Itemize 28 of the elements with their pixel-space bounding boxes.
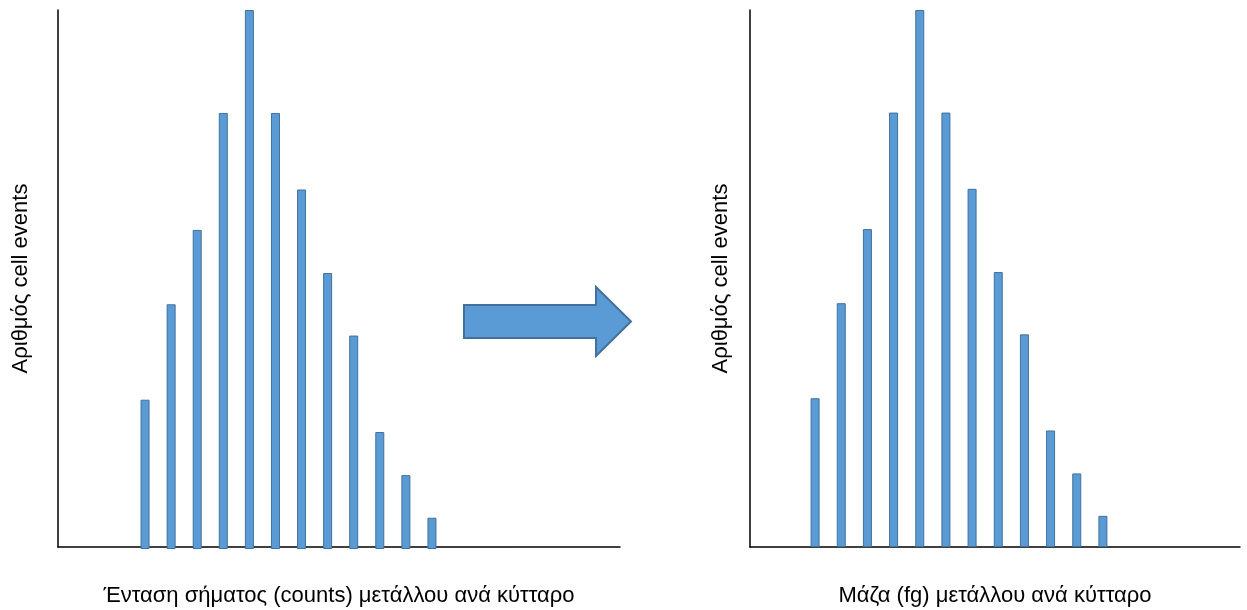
bar [427, 517, 437, 549]
bar [297, 189, 307, 549]
bar [375, 432, 385, 549]
bar [967, 188, 977, 547]
bar [836, 303, 846, 547]
y-axis-title: Αριθμός cell events [706, 183, 732, 374]
bar [218, 112, 228, 549]
bar [889, 112, 899, 547]
bar [915, 10, 925, 547]
bar [140, 399, 150, 549]
y-axis-title: Αριθμός cell events [6, 183, 32, 374]
bar [1046, 430, 1056, 547]
bar [862, 229, 872, 547]
bar [1072, 473, 1082, 547]
bar [192, 229, 202, 549]
bar [270, 112, 280, 549]
bar [166, 304, 176, 549]
x-axis-title: Μάζα (fg) μετάλλου ανά κύτταρο [838, 581, 1152, 607]
bar [1098, 515, 1108, 547]
bar [401, 475, 411, 549]
bar [993, 272, 1003, 547]
bar [244, 10, 254, 549]
x-axis-title: Ένταση σήματος (counts) μετάλλου ανά κύτταρο [102, 581, 575, 607]
bar [1019, 334, 1029, 547]
bar [349, 335, 359, 549]
bar [323, 273, 333, 549]
bar [941, 112, 951, 547]
bar [810, 398, 820, 547]
